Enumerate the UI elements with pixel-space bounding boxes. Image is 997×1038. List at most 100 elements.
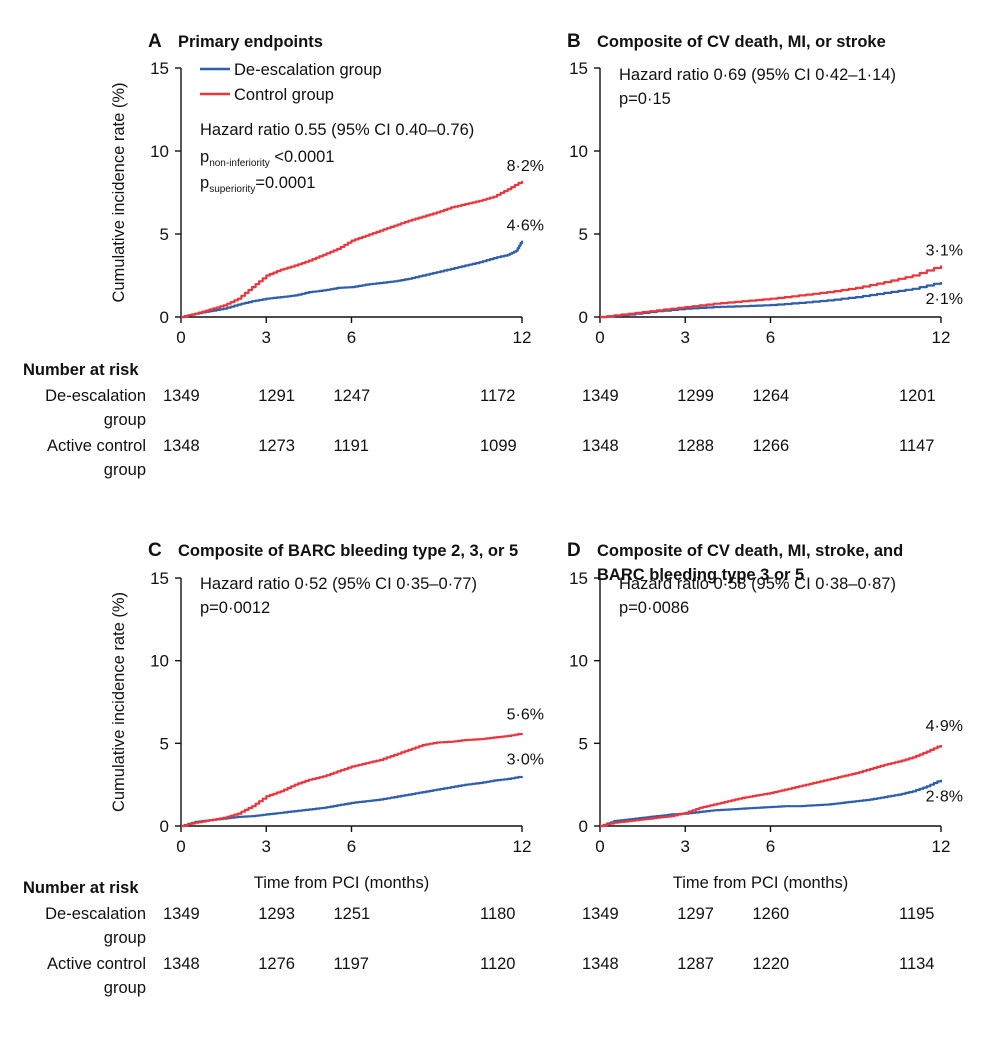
at-risk-control: 1348 (582, 955, 619, 973)
x-axis-label: Time from PCI (months) (254, 874, 429, 892)
at-risk-deescalation: 1172 (480, 387, 515, 405)
y-tick-label: 15 (569, 59, 588, 78)
end-label-control: 4·9% (926, 718, 963, 735)
end-label-deescalation: 4·6% (507, 218, 544, 235)
risk-table-header: Number at risk (23, 361, 139, 379)
at-risk-control: 1147 (899, 437, 934, 455)
y-tick-label: 10 (569, 142, 588, 161)
x-tick-label: 3 (681, 837, 690, 856)
at-risk-control: 1220 (753, 955, 790, 973)
at-risk-control: 1191 (334, 437, 369, 455)
panel-letter: D (567, 540, 581, 561)
panel-title: Primary endpoints (178, 33, 323, 51)
at-risk-deescalation: 1297 (677, 905, 714, 923)
panel-d: D Composite of CV death, MI, stroke, and B… (567, 540, 963, 973)
at-risk-control: 1348 (582, 437, 619, 455)
x-tick-label: 3 (262, 328, 271, 347)
risk-row2-label: Active control (47, 955, 146, 973)
panel-title: Composite of CV death, MI, stroke, and (597, 542, 903, 560)
y-tick-label: 5 (160, 225, 169, 244)
panel-letter: B (567, 31, 581, 52)
risk-row1-label-line2: group (104, 929, 146, 947)
series-line-control (600, 745, 943, 828)
at-risk-control: 1276 (258, 955, 295, 973)
risk-row1-label-line2: group (104, 411, 146, 429)
at-risk-control: 1120 (480, 955, 515, 973)
at-risk-deescalation: 1349 (163, 905, 200, 923)
x-tick-label: 12 (513, 837, 532, 856)
x-tick-label: 0 (176, 328, 185, 347)
series-line-control (181, 732, 524, 828)
hazard-ratio-text: Hazard ratio 0·58 (95% CI 0·38–0·87) (619, 575, 896, 593)
x-tick-label: 0 (595, 837, 604, 856)
risk-row2-label-line2: group (104, 979, 146, 997)
y-tick-label: 10 (150, 142, 169, 161)
p-superiority-text: psuperiority=0.0001 (200, 174, 315, 195)
y-tick-label: 5 (579, 734, 588, 753)
y-tick-label: 10 (150, 652, 169, 671)
risk-row1-label: De-escalation (45, 905, 146, 923)
y-tick-label: 5 (579, 225, 588, 244)
x-axis-label: Time from PCI (months) (673, 874, 848, 892)
series-line-control (181, 180, 524, 319)
hazard-ratio-text: Hazard ratio 0·69 (95% CI 0·42–1·14) (619, 66, 896, 84)
y-tick-label: 0 (579, 308, 588, 327)
at-risk-control: 1288 (677, 437, 714, 455)
x-tick-label: 6 (347, 837, 356, 856)
at-risk-deescalation: 1349 (163, 387, 200, 405)
x-tick-label: 0 (176, 837, 185, 856)
legend-label-control: Control group (234, 86, 334, 104)
at-risk-deescalation: 1349 (582, 905, 619, 923)
at-risk-deescalation: 1251 (334, 905, 371, 923)
at-risk-deescalation: 1201 (899, 387, 936, 405)
at-risk-deescalation: 1180 (480, 905, 515, 923)
y-tick-label: 0 (160, 308, 169, 327)
p-noninferiority-text: pnon-inferiority <0.0001 (200, 148, 334, 169)
panel-title: Composite of CV death, MI, or stroke (597, 33, 886, 51)
at-risk-control: 1287 (677, 955, 714, 973)
x-tick-label: 3 (262, 837, 271, 856)
y-axis-label: Cumulative incidence rate (%) (110, 82, 128, 302)
y-tick-label: 15 (150, 569, 169, 588)
y-tick-label: 15 (150, 59, 169, 78)
x-tick-label: 3 (681, 328, 690, 347)
series-line-control (600, 265, 943, 319)
at-risk-deescalation: 1247 (334, 387, 371, 405)
x-tick-label: 12 (932, 328, 951, 347)
legend-label-deescalation: De-escalation group (234, 61, 382, 79)
x-tick-label: 0 (595, 328, 604, 347)
at-risk-deescalation: 1299 (677, 387, 714, 405)
risk-row2-label-line2: group (104, 461, 146, 479)
y-tick-label: 0 (579, 817, 588, 836)
at-risk-deescalation: 1293 (258, 905, 295, 923)
panel-letter: C (148, 540, 162, 561)
p-value-text: p=0·0086 (619, 599, 689, 617)
p-value-text: p=0·15 (619, 90, 671, 108)
x-tick-label: 6 (766, 837, 775, 856)
panel-letter: A (148, 31, 162, 52)
at-risk-control: 1134 (899, 955, 934, 973)
p-value-text: p=0·0012 (200, 599, 270, 617)
x-tick-label: 6 (766, 328, 775, 347)
end-label-control: 8·2% (507, 158, 544, 175)
end-label-control: 5·6% (507, 706, 544, 723)
risk-row2-label: Active control (47, 437, 146, 455)
series-line-deescalation (600, 779, 943, 828)
at-risk-deescalation: 1195 (899, 905, 934, 923)
y-tick-label: 15 (569, 569, 588, 588)
panel-c: C Composite of BARC bleeding type 2, 3, o… (23, 540, 544, 997)
at-risk-control: 1266 (753, 437, 790, 455)
y-tick-label: 10 (569, 652, 588, 671)
at-risk-deescalation: 1349 (582, 387, 619, 405)
series-line-deescalation (181, 775, 524, 828)
at-risk-control: 1197 (334, 955, 369, 973)
panel-title: Composite of BARC bleeding type 2, 3, or… (178, 542, 518, 560)
y-axis-label: Cumulative incidence rate (%) (110, 592, 128, 812)
at-risk-deescalation: 1260 (753, 905, 790, 923)
at-risk-control: 1348 (163, 437, 200, 455)
at-risk-deescalation: 1291 (258, 387, 295, 405)
risk-row1-label: De-escalation (45, 387, 146, 405)
panel-b: B Composite of CV death, MI, or stroke 0 5 1… (567, 31, 963, 455)
at-risk-control: 1273 (258, 437, 295, 455)
